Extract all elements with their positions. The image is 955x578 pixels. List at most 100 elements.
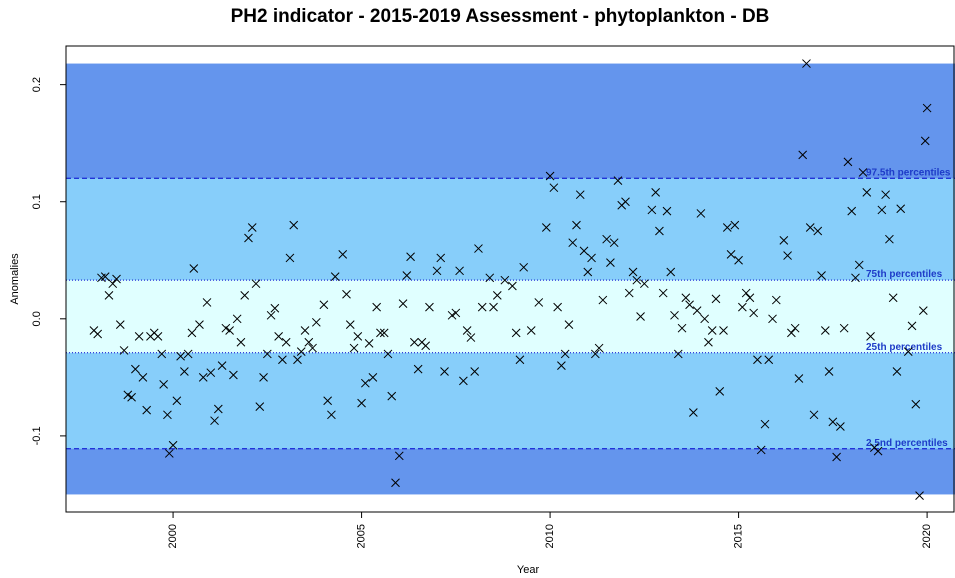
data-point	[711, 294, 721, 304]
data-point	[342, 289, 351, 299]
data-point	[266, 310, 276, 320]
data-point	[104, 291, 114, 300]
data-point	[311, 317, 321, 327]
data-point	[920, 136, 930, 146]
data-point	[195, 320, 204, 330]
data-point	[119, 346, 129, 355]
data-point	[745, 293, 755, 303]
band	[66, 280, 955, 353]
data-point	[760, 419, 770, 429]
data-point	[918, 306, 928, 315]
data-point	[749, 308, 759, 318]
data-point	[455, 266, 464, 276]
data-point	[198, 372, 208, 382]
data-point	[163, 410, 172, 420]
data-point	[564, 320, 574, 330]
data-point	[289, 220, 299, 230]
data-point	[568, 238, 578, 248]
data-point	[157, 349, 167, 359]
data-point	[515, 355, 525, 365]
data-point	[485, 273, 495, 283]
data-point	[794, 374, 804, 383]
data-point	[820, 326, 830, 335]
data-point	[911, 399, 921, 409]
data-point	[368, 372, 378, 382]
data-point	[809, 410, 819, 420]
data-point	[127, 392, 136, 402]
data-point	[903, 347, 913, 356]
data-point	[108, 279, 118, 289]
data-point	[293, 355, 302, 365]
data-point	[251, 279, 261, 289]
data-point	[100, 272, 110, 282]
data-point	[360, 378, 370, 388]
data-point	[383, 349, 393, 359]
x-tick-label: 2015	[733, 524, 745, 548]
data-point	[892, 367, 902, 376]
data-point	[651, 188, 661, 197]
data-point	[357, 398, 366, 408]
data-point	[500, 275, 510, 285]
data-point	[410, 337, 419, 347]
data-point	[602, 234, 611, 244]
data-point	[681, 293, 691, 303]
data-point	[553, 302, 562, 312]
data-point	[278, 355, 287, 365]
data-point	[756, 445, 766, 455]
data-point	[308, 343, 317, 353]
data-point	[730, 220, 740, 230]
data-point	[609, 238, 619, 248]
data-point	[881, 190, 890, 200]
data-point	[262, 349, 272, 359]
data-point	[153, 332, 163, 341]
data-point	[379, 328, 389, 338]
data-point	[590, 349, 600, 359]
data-point	[715, 387, 725, 396]
data-point	[583, 267, 593, 277]
data-point	[877, 205, 887, 215]
data-point	[606, 258, 615, 267]
data-point	[719, 326, 728, 335]
percentile-label: 97.5th percentiles	[866, 167, 951, 178]
data-point	[93, 329, 103, 339]
data-point	[447, 310, 457, 320]
percentile-label: 25th percentiles	[866, 342, 943, 353]
data-point	[639, 279, 649, 289]
data-point	[221, 323, 231, 333]
data-point	[854, 260, 864, 270]
data-point	[677, 323, 687, 333]
data-point	[372, 302, 382, 312]
data-point	[888, 293, 898, 303]
data-point	[764, 355, 774, 365]
data-point	[779, 236, 789, 245]
data-point	[164, 449, 174, 458]
data-point	[398, 299, 408, 308]
data-point	[477, 302, 487, 312]
y-tick-label: 0.2	[31, 77, 43, 92]
data-point	[587, 253, 596, 263]
x-tick-label: 2000	[167, 524, 179, 548]
data-point	[270, 303, 280, 313]
data-point	[142, 405, 152, 415]
data-point	[628, 267, 638, 277]
data-point	[685, 300, 694, 310]
data-point	[753, 355, 762, 365]
data-point	[138, 372, 148, 382]
data-point	[436, 253, 446, 263]
data-point	[187, 328, 197, 338]
data-point	[613, 176, 623, 186]
data-point	[440, 367, 449, 376]
data-point	[575, 190, 585, 200]
data-point	[394, 451, 404, 461]
data-point	[692, 306, 702, 315]
data-point	[817, 271, 826, 280]
data-point	[922, 103, 932, 113]
data-point	[202, 298, 212, 307]
data-point	[915, 491, 924, 500]
data-point	[255, 402, 265, 411]
data-point	[323, 396, 333, 406]
data-point	[319, 300, 329, 310]
data-point	[734, 255, 743, 265]
data-point	[722, 223, 732, 232]
data-point	[707, 326, 717, 335]
